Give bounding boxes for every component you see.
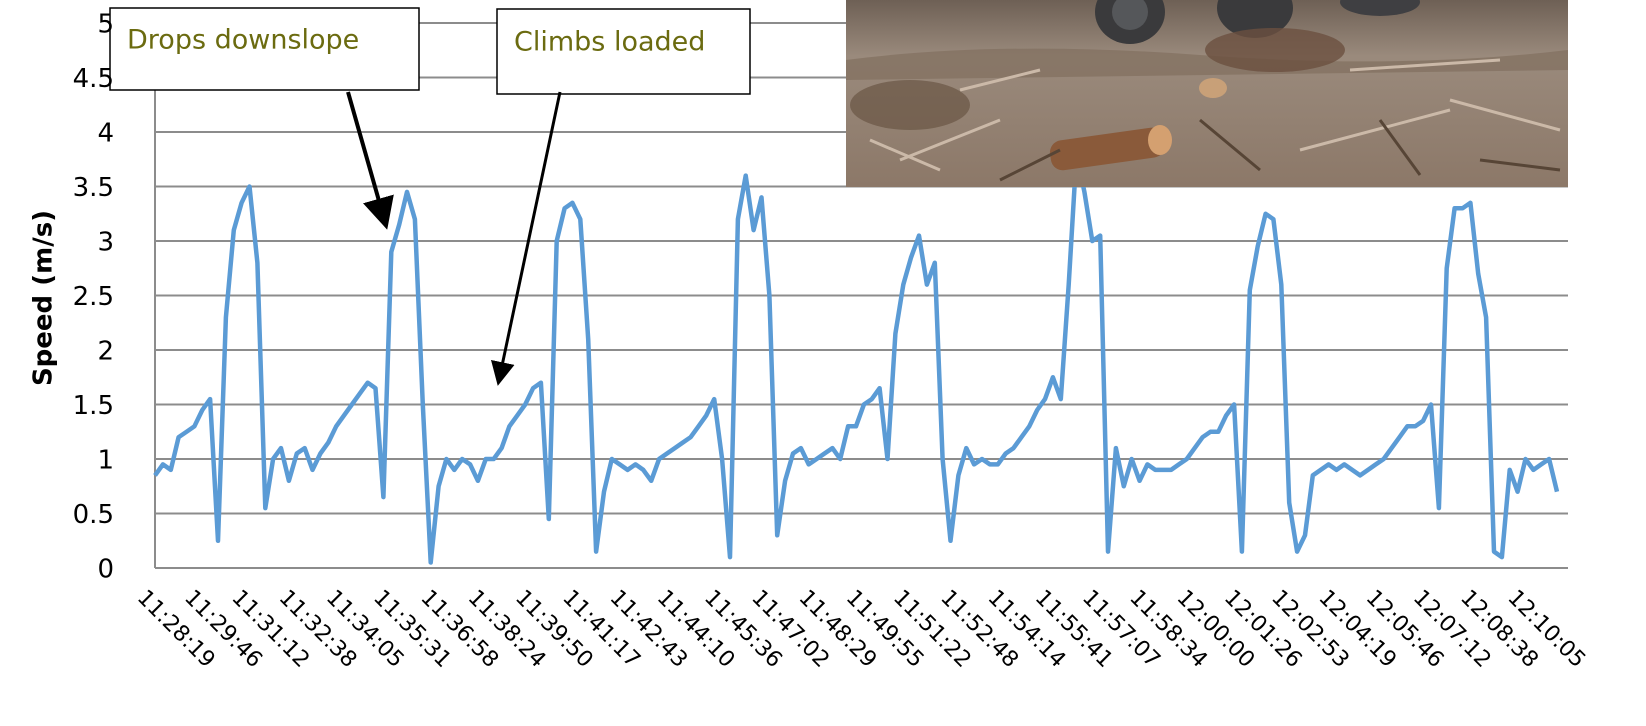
y-tick-label: 3 xyxy=(97,228,114,258)
y-tick-label: 4.5 xyxy=(73,64,114,94)
y-tick-label: 1 xyxy=(97,446,114,476)
y-tick-label: 4 xyxy=(97,119,114,149)
annotation-text: Drops downslope xyxy=(127,25,359,56)
photo xyxy=(846,0,1568,187)
y-axis-label: Speed (m/s) xyxy=(29,210,59,386)
y-tick-label: 5 xyxy=(97,10,114,40)
y-tick-label: 2.5 xyxy=(73,282,114,312)
annotation: Drops downslope xyxy=(110,8,419,222)
y-tick-label: 0.5 xyxy=(73,500,114,530)
line xyxy=(155,154,1557,563)
chart: Speed (m/s) Drops downslope Climbs loade… xyxy=(0,0,1646,726)
y-tick-label: 2 xyxy=(97,337,114,367)
y-tick-label: 3.5 xyxy=(73,173,114,203)
annotation-text: Climbs loaded xyxy=(514,27,705,58)
annotation: Climbs loaded xyxy=(497,9,750,380)
y-tick-label: 0 xyxy=(97,555,114,585)
plot-area xyxy=(155,154,1557,563)
y-tick-label: 1.5 xyxy=(73,391,114,421)
